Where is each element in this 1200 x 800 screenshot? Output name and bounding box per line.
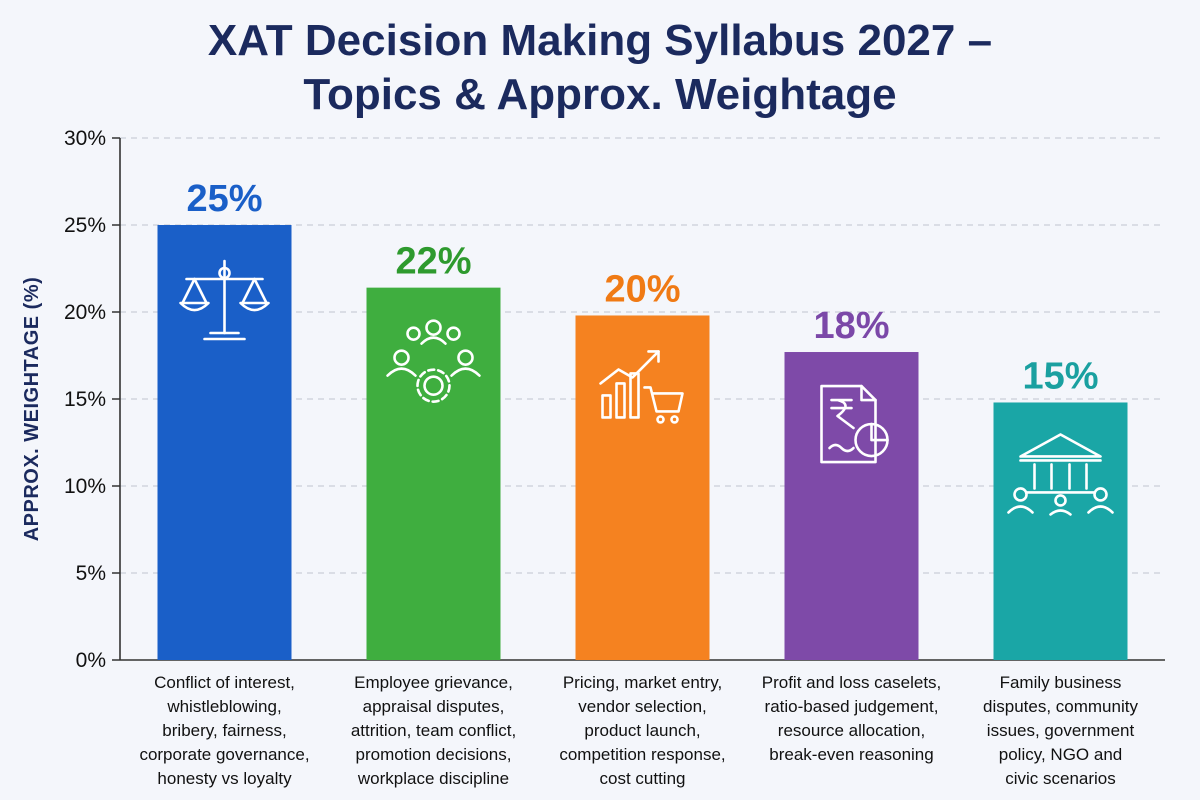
- category-label: workplace discipline: [357, 769, 509, 788]
- bar: [575, 315, 710, 660]
- y-tick-label: 25%: [64, 214, 106, 237]
- bar: [784, 352, 919, 660]
- chart-title-line-2: Topics & Approx. Weightage: [303, 70, 897, 119]
- category-label: Conflict of interest,: [154, 673, 295, 692]
- value-label: 22%: [395, 241, 471, 283]
- category-label: civic scenarios: [1005, 769, 1116, 788]
- category-label: Profit and loss caselets,: [762, 673, 942, 692]
- y-tick-label: 30%: [64, 127, 106, 150]
- chart-title: XAT Decision Making Syllabus 2027 – Topi…: [0, 14, 1200, 122]
- category-label: ratio-based judgement,: [765, 697, 939, 716]
- y-tick-label: 20%: [64, 301, 106, 324]
- category-label: cost cutting: [600, 769, 686, 788]
- y-tick-label: 5%: [76, 562, 106, 585]
- category-label: corporate governance,: [139, 745, 309, 764]
- government-people-icon: [1007, 433, 1114, 516]
- team-gear-icon: [386, 319, 481, 403]
- category-label: disputes, community: [983, 697, 1138, 716]
- category-label: vendor selection,: [578, 697, 707, 716]
- category-label: whistleblowing,: [166, 697, 281, 716]
- value-label: 15%: [1022, 355, 1098, 397]
- category-label: break-even reasoning: [769, 745, 933, 764]
- category-label: honesty vs loyalty: [157, 769, 292, 788]
- y-tick-label: 15%: [64, 388, 106, 411]
- category-label: competition response,: [559, 745, 725, 764]
- category-label: issues, government: [987, 721, 1135, 740]
- category-label: Family business: [1000, 673, 1122, 692]
- category-label: attrition, team conflict,: [351, 721, 516, 740]
- category-label: product launch,: [584, 721, 700, 740]
- bar: [993, 402, 1128, 660]
- chart-title-line-1: XAT Decision Making Syllabus 2027 –: [207, 16, 993, 65]
- value-label: 20%: [604, 268, 680, 310]
- category-label: promotion decisions,: [356, 745, 512, 764]
- value-label: 18%: [813, 305, 889, 347]
- growth-cart-icon: [599, 350, 684, 424]
- category-label: Employee grievance,: [354, 673, 513, 692]
- y-tick-label: 0%: [76, 649, 106, 672]
- rupee-report-icon: [820, 384, 889, 464]
- scales-icon: [179, 259, 270, 341]
- category-label: resource allocation,: [778, 721, 925, 740]
- category-label: policy, NGO and: [999, 745, 1122, 764]
- category-label: Pricing, market entry,: [563, 673, 722, 692]
- bar: [366, 287, 501, 660]
- y-axis-label: APPROX. WEIGHTAGE (%): [21, 277, 43, 542]
- y-tick-label: 10%: [64, 475, 106, 498]
- category-label: appraisal disputes,: [363, 697, 505, 716]
- category-label: bribery, fairness,: [162, 721, 286, 740]
- value-label: 25%: [186, 178, 262, 220]
